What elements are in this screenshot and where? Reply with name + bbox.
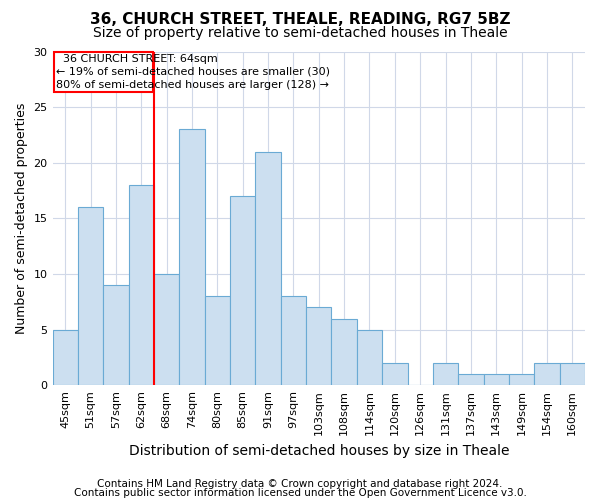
Bar	[128, 185, 154, 386]
Bar	[433, 363, 458, 386]
Bar	[509, 374, 534, 386]
Text: ← 19% of semi-detached houses are smaller (30): ← 19% of semi-detached houses are smalle…	[56, 66, 331, 76]
Text: Contains HM Land Registry data © Crown copyright and database right 2024.: Contains HM Land Registry data © Crown c…	[97, 479, 503, 489]
Bar	[256, 152, 281, 386]
Bar	[357, 330, 382, 386]
Text: 36 CHURCH STREET: 64sqm: 36 CHURCH STREET: 64sqm	[56, 54, 218, 64]
Bar	[458, 374, 484, 386]
Y-axis label: Number of semi-detached properties: Number of semi-detached properties	[15, 102, 28, 334]
Bar	[179, 130, 205, 386]
Bar	[484, 374, 509, 386]
Bar	[331, 318, 357, 386]
Bar	[53, 330, 78, 386]
Bar	[230, 196, 256, 386]
Text: Size of property relative to semi-detached houses in Theale: Size of property relative to semi-detach…	[92, 26, 508, 40]
Bar	[103, 285, 128, 386]
Bar	[205, 296, 230, 386]
Bar	[154, 274, 179, 386]
Bar	[534, 363, 560, 386]
Bar	[54, 52, 152, 92]
Bar	[281, 296, 306, 386]
Bar	[78, 208, 103, 386]
Text: Contains public sector information licensed under the Open Government Licence v3: Contains public sector information licen…	[74, 488, 526, 498]
Bar	[382, 363, 407, 386]
X-axis label: Distribution of semi-detached houses by size in Theale: Distribution of semi-detached houses by …	[128, 444, 509, 458]
Bar	[306, 308, 331, 386]
Text: 80% of semi-detached houses are larger (128) →: 80% of semi-detached houses are larger (…	[56, 80, 329, 90]
Text: 36, CHURCH STREET, THEALE, READING, RG7 5BZ: 36, CHURCH STREET, THEALE, READING, RG7 …	[90, 12, 510, 28]
Bar	[560, 363, 585, 386]
